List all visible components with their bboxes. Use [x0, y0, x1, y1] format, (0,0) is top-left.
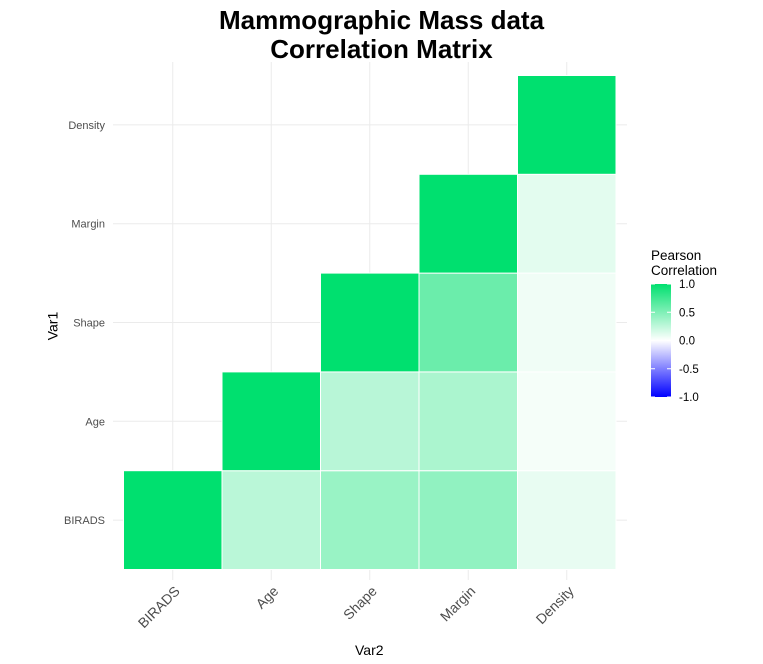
chart-title-line-2: Correlation Matrix: [270, 34, 493, 64]
heatmap-cell-birads-shape: [320, 470, 420, 571]
color-legend: 1.0 0.5 0.0 -0.5 -1.0: [651, 279, 699, 404]
heatmap-cell-age-shape: [320, 371, 420, 472]
heatmap-cell-shape-shape: [320, 272, 420, 373]
heatmap-cell-density-density: [517, 75, 617, 175]
chart-title-line-1: Mammographic Mass data: [218, 5, 545, 35]
x-tick-label: BIRADS: [135, 583, 183, 631]
legend-title-line-2: Correlation: [651, 263, 718, 278]
heatmap-cell-shape-density: [517, 272, 617, 373]
heatmap-cell-age-age: [221, 371, 321, 472]
y-tick-label: BIRADS: [64, 515, 105, 527]
heatmap-cell-age-density: [517, 371, 617, 472]
y-tick-label: Age: [85, 416, 105, 428]
legend-tick-label: 1.0: [679, 279, 695, 291]
y-tick-label: Density: [68, 120, 105, 132]
x-tick-label: Density: [533, 583, 577, 627]
heatmap-cell-shape-margin: [418, 272, 518, 373]
legend-colorbar: [651, 284, 671, 397]
heatmap-cell-margin-margin: [418, 173, 518, 274]
heatmap-cell-margin-density: [517, 173, 617, 274]
x-tick-label: Age: [252, 583, 281, 612]
x-tick-label: Shape: [340, 583, 380, 623]
y-tick-label: Margin: [71, 219, 105, 231]
legend-tick-label: -0.5: [679, 364, 699, 376]
heatmap-cells: [123, 75, 617, 571]
x-tick-label: Margin: [437, 583, 479, 625]
heatmap-cell-birads-birads: [123, 470, 223, 571]
legend-title: Pearson Correlation: [651, 248, 717, 278]
x-axis-title: Var2: [355, 642, 384, 658]
legend-tick-label: 0.0: [679, 336, 695, 348]
y-tick-label: Shape: [73, 318, 105, 330]
y-axis-title: Var1: [44, 311, 61, 341]
legend-tick-label: 0.5: [679, 307, 695, 319]
heatmap-cell-age-margin: [418, 371, 518, 472]
legend-title-line-1: Pearson: [651, 248, 702, 263]
legend-tick-label: -1.0: [679, 392, 699, 404]
heatmap-cell-birads-density: [517, 470, 617, 571]
heatmap-cell-birads-margin: [418, 470, 518, 571]
heatmap-cell-birads-age: [221, 470, 321, 571]
